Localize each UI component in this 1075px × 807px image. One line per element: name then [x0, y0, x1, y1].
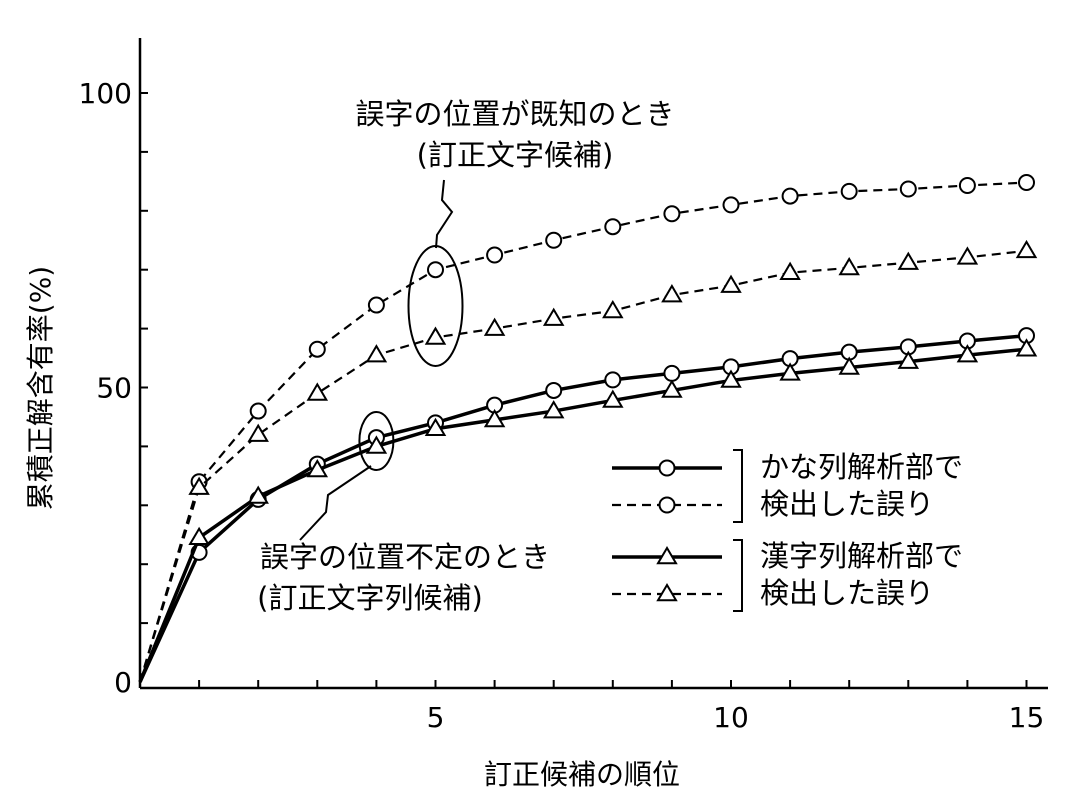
- axes: 5 10 15 0 50 100: [79, 38, 1048, 734]
- legend-sample-marker-1: [658, 496, 676, 514]
- series-3-point: [483, 317, 506, 336]
- annotation-known-line1: 誤字の位置が既知のとき: [355, 97, 674, 131]
- series-2-point: [306, 458, 329, 478]
- series-1-point: [367, 296, 385, 314]
- series-layer: [138, 174, 1038, 683]
- series-2-point: [424, 417, 447, 437]
- series-2-point: [661, 379, 683, 398]
- series-2-point: [247, 485, 269, 504]
- annotation-known-line2: (訂正文字候補): [417, 138, 614, 172]
- legend-kana-line1: かな列解析部で: [760, 450, 963, 484]
- series-3: [138, 239, 1038, 683]
- legend-sample-marker-3: [656, 583, 678, 602]
- series-2-point: [542, 400, 565, 419]
- legend-bracket-kana: [733, 449, 743, 523]
- series-3-point: [720, 274, 742, 293]
- series-2-point: [188, 526, 210, 545]
- series-0-point: [604, 371, 622, 389]
- series-3-point: [542, 307, 565, 326]
- series-2-point: [720, 369, 742, 388]
- series-2-point: [956, 344, 979, 363]
- series-2-point: [483, 408, 506, 428]
- series-3-point: [838, 256, 860, 276]
- series-1-point: [545, 231, 563, 249]
- series-2-line: [138, 347, 1027, 683]
- legend-kana-line2: 検出した誤り: [760, 487, 934, 521]
- series-3-point: [365, 344, 388, 363]
- series-3-point: [956, 246, 979, 265]
- series-1-point: [781, 187, 799, 205]
- series-1-point: [1018, 174, 1035, 192]
- series-1-point: [249, 402, 267, 420]
- series-1-point: [840, 182, 858, 200]
- series-1-point: [427, 261, 444, 279]
- annotation-unknown-line1: 誤字の位置不定のとき: [260, 540, 550, 574]
- series-1-point: [958, 176, 976, 194]
- legend: かな列解析部で 検出した誤り 漢字列解析部で 検出した誤り: [612, 449, 963, 612]
- annotation-unknown-line2: (訂正文字列候補): [257, 581, 483, 615]
- x-axis-title: 訂正候補の順位: [484, 758, 680, 791]
- series-3-point: [661, 284, 683, 303]
- series-3-point: [897, 251, 920, 270]
- legend-kanji-line1: 漢字列解析部で: [760, 539, 963, 573]
- series-2-point: [838, 356, 860, 375]
- y-axis-title: 累積正解含有率(%): [24, 266, 57, 510]
- series-3-point: [247, 423, 269, 442]
- legend-kanji-line2: 検出した誤り: [760, 576, 934, 610]
- series-3-point: [779, 261, 801, 280]
- series-3-point: [424, 326, 447, 345]
- series-3-point: [1015, 239, 1038, 259]
- series-0-point: [545, 381, 563, 399]
- annotation-known-leader: [435, 179, 454, 249]
- series-1-point: [663, 205, 681, 223]
- y-tick-label: 100: [79, 77, 132, 110]
- series-1-point: [899, 180, 917, 198]
- series-3-line: [138, 249, 1027, 683]
- series-3-point: [188, 476, 210, 495]
- series-1-point: [486, 246, 504, 264]
- legend-bracket-kanji: [733, 539, 743, 612]
- y-tick-label: 0: [114, 666, 132, 699]
- series-1-line: [138, 181, 1027, 683]
- series-1: [138, 174, 1035, 683]
- series-1-point: [308, 340, 326, 358]
- series-2-point: [1015, 338, 1038, 357]
- annotation-unknown-ellipse: [358, 411, 395, 471]
- x-tick-label: 15: [1009, 701, 1045, 734]
- y-tick-label: 50: [96, 372, 132, 405]
- annotation-layer: 誤字の位置が既知のとき (訂正文字候補) 誤字の位置不定のとき (訂正文字列候補…: [257, 97, 674, 615]
- series-1-point: [722, 196, 740, 214]
- x-tick-label: 10: [713, 701, 749, 734]
- series-2: [138, 338, 1038, 683]
- legend-sample-marker-2: [656, 546, 678, 565]
- annotation-unknown-leader: [299, 465, 372, 541]
- series-1-point: [604, 218, 622, 236]
- series-3-point: [306, 382, 329, 401]
- series-3-point: [602, 299, 624, 319]
- legend-sample-marker-0: [658, 459, 676, 477]
- x-tick-label: 5: [427, 701, 445, 734]
- series-0-point: [663, 364, 681, 382]
- series-2-point: [897, 350, 920, 369]
- series-2-point: [365, 435, 388, 454]
- series-2-point: [602, 389, 624, 408]
- series-2-point: [779, 362, 801, 381]
